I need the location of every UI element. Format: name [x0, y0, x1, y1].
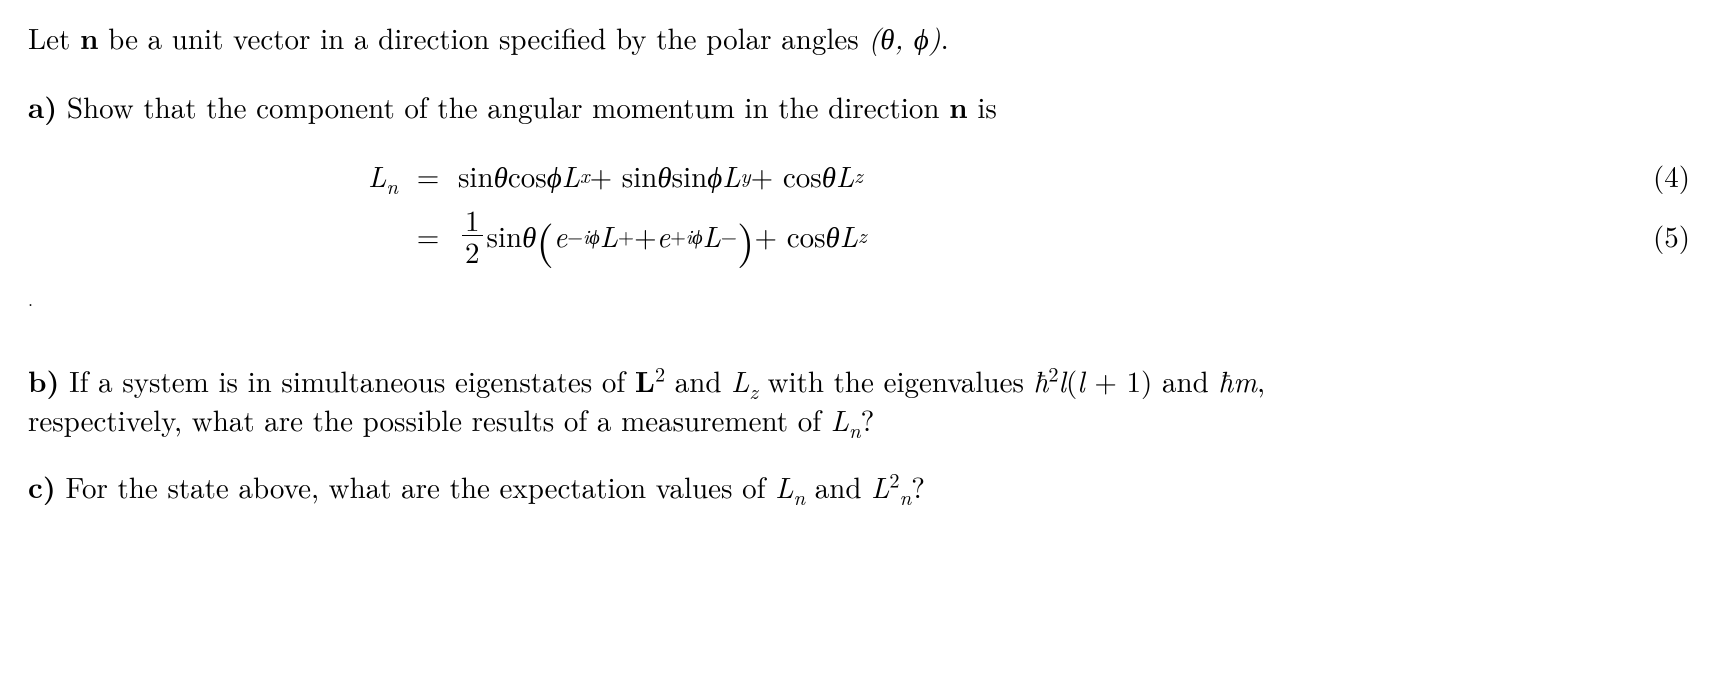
equation-5: = 1 2 sin θ (e−iϕL+ + e+iϕL−) + cos θ Lz…	[28, 205, 1694, 266]
part-b-l1: l	[1059, 360, 1066, 401]
eq5-number: (5)	[1653, 216, 1694, 255]
eq5-e2: e	[657, 216, 670, 255]
part-c-Ln2: L	[871, 466, 889, 507]
part-b-t2: and	[665, 360, 731, 401]
eq5-plus: +	[634, 216, 657, 255]
eq5-lparen: (	[536, 219, 553, 259]
eq4-t1-pre: sin	[458, 156, 494, 195]
eq4-t2-mid: sin	[672, 156, 708, 195]
eq5-theta: θ	[522, 216, 536, 255]
eq5-inner: = 1 2 sin θ (e−iϕL+ + e+iϕL−) + cos θ Lz	[28, 205, 1653, 266]
eq5-e1-sup-pre: −	[567, 221, 583, 250]
intro-prefix: Let	[28, 17, 80, 58]
part-a-text1: Show that the component of the angular m…	[57, 86, 949, 127]
eq4-t2-th: θ	[657, 156, 671, 195]
part-c-t2: and	[805, 466, 871, 507]
eq4-t1-mid: cos	[508, 156, 547, 195]
part-c-Ln-sub: n	[793, 483, 805, 512]
part-b-t4: and	[1152, 360, 1218, 401]
eq4-Lz: L	[836, 156, 854, 195]
eq4-number: (4)	[1653, 156, 1694, 195]
eq4-Ly: L	[722, 156, 740, 195]
part-b-line2-pre: respectively, what are the possible resu…	[28, 399, 831, 440]
eq4-L-sub: n	[386, 172, 398, 201]
intro-line: Let n be a unit vector in a direction sp…	[28, 18, 1694, 57]
eq4-plus1: + sin	[590, 156, 658, 195]
eq4-L: L	[368, 155, 386, 196]
eq4-t3-th: θ	[822, 156, 836, 195]
part-b-t1: If a system is in simultaneous eigenstat…	[60, 360, 635, 401]
part-a-text2: is	[968, 86, 997, 127]
equation-4: Ln = sin θ cos ϕ Lx + sin θ sin ϕ Ly + c…	[28, 156, 1694, 195]
eq5-e2-sup-pre: +	[670, 221, 686, 250]
part-c-t3: ?	[911, 466, 925, 507]
part-c-t1: For the state above, what are the expect…	[56, 466, 775, 507]
part-c-Ln: L	[775, 466, 793, 507]
intro-angles: (θ, ϕ)	[868, 17, 940, 58]
eq5-sin: sin	[487, 216, 523, 255]
part-b-Ln: L	[831, 399, 849, 440]
part-b-hbar2: ħ	[1218, 360, 1233, 401]
stray-dot: .	[28, 288, 1694, 312]
eq5-Lp: L	[600, 216, 618, 255]
part-b-line1: b) If a system is in simultaneous eigens…	[28, 361, 1694, 400]
part-b-hbar1: ħ	[1034, 360, 1049, 401]
part-b-m: m	[1233, 360, 1257, 401]
eq4-t2-ph: ϕ	[707, 156, 722, 195]
part-c-label: c)	[28, 465, 56, 507]
eq4-lhs: Ln	[28, 156, 398, 195]
eq5-e1: e	[554, 216, 567, 255]
intro-suffix: .	[941, 17, 949, 58]
eq4-rhs: sin θ cos ϕ Lx + sin θ sin ϕ Ly + cos θ …	[458, 156, 863, 195]
part-a-line: a) Show that the component of the angula…	[28, 87, 1694, 126]
eq5-equals: =	[398, 216, 458, 255]
part-a-label: a)	[28, 85, 57, 127]
part-b-Ln-sub: n	[849, 416, 861, 445]
eq4-inner: Ln = sin θ cos ϕ Lx + sin θ sin ϕ Ly + c…	[28, 156, 1653, 195]
part-b-label: b)	[28, 359, 60, 401]
eq4-t1-ph: ϕ	[547, 156, 562, 195]
part-b-L2-sup: 2	[655, 358, 665, 387]
eq5-cos-pre: + cos	[755, 216, 826, 255]
part-c-Ln2-sub: n	[900, 483, 912, 512]
part-b-L2: L	[635, 359, 655, 401]
part-b-hbar1-sup: 2	[1048, 358, 1058, 387]
part-b-comma: ,	[1257, 360, 1265, 401]
eq5-rparen: )	[737, 219, 754, 259]
eq5-rhs: 1 2 sin θ (e−iϕL+ + e+iϕL−) + cos θ Lz	[458, 205, 867, 266]
eq5-half: 1 2	[462, 205, 483, 266]
part-c-line: c) For the state above, what are the exp…	[28, 467, 1694, 506]
part-b-l2: l	[1077, 360, 1084, 401]
part-b-lp: (	[1066, 360, 1077, 401]
eq4-equals: =	[398, 156, 458, 195]
equation-block: Ln = sin θ cos ϕ Lx + sin θ sin ϕ Ly + c…	[28, 156, 1694, 266]
eq5-e1-sup-ph: ϕ	[589, 221, 600, 250]
eq5-Lz: L	[840, 216, 858, 255]
intro-mid: be a unit vector in a direction specifie…	[98, 17, 868, 58]
eq5-theta2: θ	[826, 216, 840, 255]
part-b-line2: respectively, what are the possible resu…	[28, 400, 1694, 439]
part-a-n: n	[949, 85, 968, 127]
eq5-e2-sup-ph: ϕ	[692, 221, 703, 250]
eq4-plus2: + cos	[751, 156, 822, 195]
eq5-Lm: L	[703, 216, 721, 255]
part-b-Lz: L	[731, 360, 749, 401]
part-b-line2-post: ?	[861, 399, 875, 440]
part-b-t3: with the eigenvalues	[758, 360, 1034, 401]
part-c-Ln2-sup: 2	[889, 464, 899, 493]
eq4-t1-th: θ	[494, 156, 508, 195]
eq5-half-den: 2	[462, 236, 483, 266]
part-b-plus1: + 1)	[1085, 360, 1153, 401]
intro-n: n	[80, 16, 99, 58]
eq4-Lx: L	[562, 156, 580, 195]
